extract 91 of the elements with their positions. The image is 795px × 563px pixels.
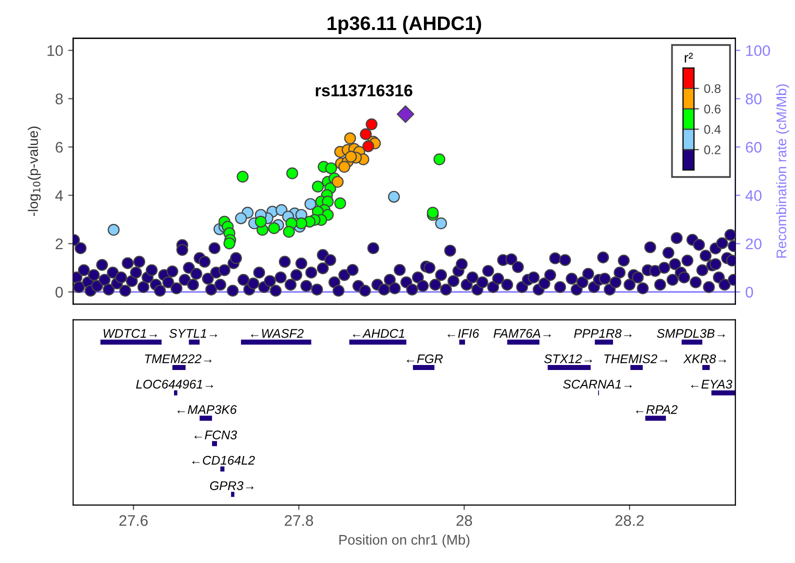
- point: [286, 167, 298, 180]
- data-label: SCARNA1→: [563, 380, 632, 389]
- y-tick-label: 0.2: [704, 145, 720, 154]
- data-label: ←AHDC1: [352, 329, 404, 338]
- bar: [240, 340, 312, 345]
- bar: [212, 441, 217, 446]
- y-tick-label: 0.6: [704, 104, 721, 114]
- x-axis-title: Position on chr1 (Mb): [339, 534, 470, 548]
- y-tick-label: 8: [56, 94, 63, 104]
- data-label: WDTC1→: [104, 329, 157, 338]
- bar: [188, 340, 200, 345]
- point: [344, 132, 356, 144]
- point: [325, 162, 338, 174]
- bar: [349, 340, 406, 345]
- y2-tick-label: 80: [746, 94, 762, 104]
- point: [334, 197, 346, 210]
- bar: [682, 340, 702, 345]
- bar: [174, 390, 178, 396]
- y2-tick-label: 20: [746, 238, 762, 250]
- bar: [231, 492, 234, 497]
- point: [345, 150, 357, 163]
- point: [366, 118, 378, 130]
- bar: [645, 416, 666, 421]
- point: [338, 160, 350, 173]
- bar: [702, 364, 710, 370]
- point: [235, 212, 247, 224]
- data-label: ←RPA2: [636, 405, 678, 414]
- chart-title: r²: [684, 52, 693, 62]
- data-label: PPP1R8→: [574, 329, 632, 338]
- bar: [630, 364, 643, 370]
- y2-tick-label: 0: [746, 286, 753, 298]
- point: [108, 224, 120, 236]
- bar: [200, 416, 212, 421]
- chart-title: 1p36.11 (AHDC1): [328, 16, 482, 34]
- data-label: THEMIS2→: [604, 354, 668, 364]
- point: [433, 153, 446, 166]
- data-label: XKR8→: [683, 354, 726, 364]
- point: [332, 176, 344, 188]
- point: [223, 237, 236, 250]
- x-tick-label: 28.2: [615, 515, 644, 526]
- data-label: ←IFI6: [448, 329, 480, 338]
- y2-tick-label: 40: [745, 190, 762, 201]
- data-label: STX12→: [544, 354, 592, 364]
- point: [236, 170, 249, 183]
- bar: [507, 340, 540, 345]
- point: [312, 180, 324, 193]
- y-tick-label: 4: [55, 190, 63, 201]
- point: [268, 222, 280, 234]
- y-axis-title: -log$_{10}$(p-value): [28, 126, 41, 216]
- annotation: rs113716316: [316, 84, 412, 96]
- data-label: LOC644961→: [136, 380, 214, 389]
- data-label: TMEM222→: [145, 354, 212, 364]
- point: [304, 198, 316, 210]
- data-label: SYTL1→: [169, 329, 218, 338]
- y-tick-label: 0.4: [704, 125, 721, 134]
- x-tick-label: 27.8: [284, 515, 314, 526]
- bar: [412, 364, 434, 370]
- data-label: ←FCN3: [194, 430, 237, 440]
- data-label: SMPDL3B→: [656, 329, 725, 338]
- point: [396, 105, 414, 123]
- bar: [711, 390, 736, 396]
- point: [254, 216, 267, 228]
- point: [282, 226, 295, 238]
- bar: [100, 340, 162, 345]
- y2-tick-label: 100: [746, 45, 770, 56]
- data-label: ←CD164L2: [192, 456, 255, 465]
- y2-axis-title: Recombination rate (cM/Mb): [776, 84, 790, 258]
- data-label: FAM76A→: [494, 329, 551, 338]
- y-tick-label: 2: [56, 238, 63, 250]
- y2-tick-label: 60: [746, 142, 762, 153]
- bar: [220, 466, 224, 472]
- data-label: ←MAP3K6: [177, 405, 237, 414]
- x-tick-label: 27.6: [119, 515, 148, 526]
- data-label: ←WASF2: [250, 329, 304, 338]
- data-label: GPR3→: [210, 481, 254, 490]
- data-label: ←FGR: [406, 354, 443, 364]
- point: [295, 217, 308, 230]
- y-tick-label: 10: [48, 45, 63, 56]
- point: [360, 128, 372, 140]
- bar: [459, 340, 466, 345]
- bar: [172, 364, 186, 370]
- y-tick-label: 0.8: [704, 84, 721, 94]
- x-tick-label: 28: [456, 515, 472, 526]
- point: [362, 140, 374, 152]
- data-label: ←EYA3: [691, 380, 732, 389]
- bar: [548, 364, 591, 370]
- point: [388, 190, 400, 203]
- point: [435, 217, 447, 230]
- bar: [594, 340, 614, 345]
- y-tick-label: 6: [56, 142, 63, 153]
- y-tick-label: 0: [56, 286, 63, 298]
